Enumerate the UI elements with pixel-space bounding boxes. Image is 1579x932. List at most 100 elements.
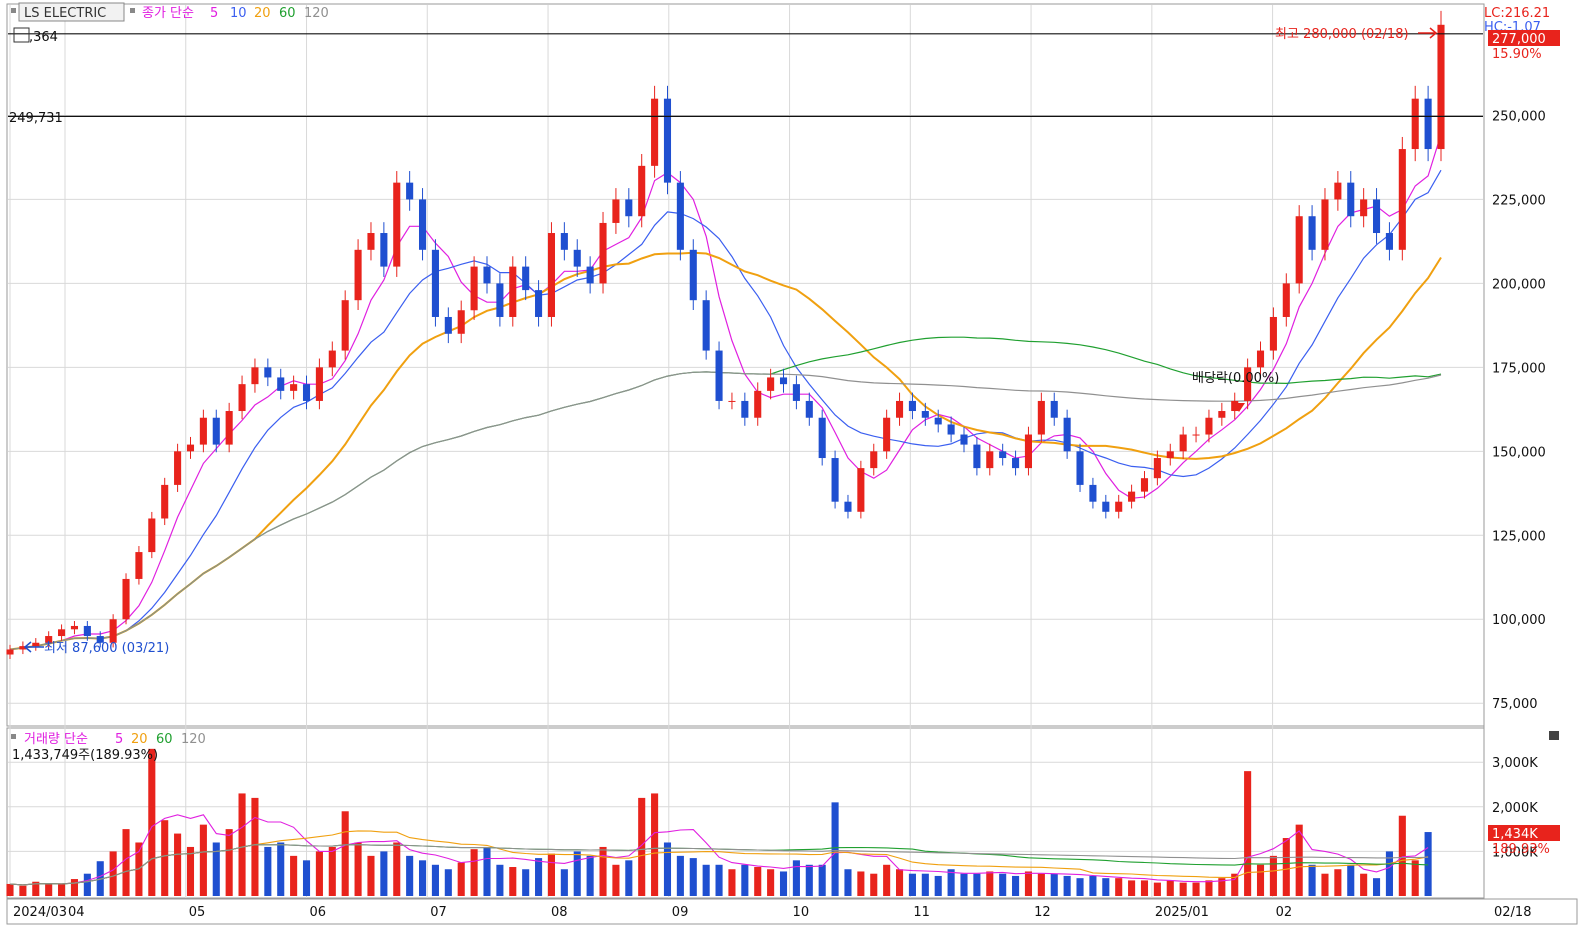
candle: [908, 392, 916, 420]
volume-bar: [960, 873, 968, 896]
volume-moving-averages: [9, 814, 1429, 886]
volume-bar: [522, 869, 530, 896]
candle: [1282, 273, 1290, 327]
candle: [264, 358, 272, 387]
candle: [1437, 10, 1445, 162]
vma5-legend: 5: [115, 732, 123, 747]
volume-bar: [1308, 864, 1316, 896]
volume-bar: [754, 867, 762, 896]
x-axis-month-label: 05: [189, 905, 206, 920]
candle: [496, 273, 504, 327]
volume-bar: [1360, 873, 1368, 896]
calculator-icon[interactable]: [13, 27, 30, 43]
lc-label: LC:216.21: [1484, 6, 1550, 21]
volume-panel-close-icon[interactable]: [1549, 731, 1559, 740]
current-volume-tag: 1,434K: [1492, 827, 1538, 842]
volume-bar: [1063, 875, 1071, 896]
volume-bar: [625, 860, 633, 896]
candle: [1244, 358, 1252, 410]
price-panel[interactable]: [6, 3, 1485, 727]
x-axis-bar: [6, 898, 1578, 925]
candle: [973, 436, 981, 476]
volume-bar: [535, 858, 543, 896]
volume-bar: [1334, 869, 1342, 896]
x-axis-month-label: 02: [1276, 905, 1293, 920]
volume-bar: [290, 855, 298, 896]
candle: [522, 256, 530, 301]
volume-bar: [702, 864, 710, 896]
horizontal-lines: [8, 33, 1483, 117]
volume-bar: [1231, 873, 1239, 896]
volume-bar: [277, 842, 285, 896]
volume-ma120-line: [9, 844, 1429, 886]
price-ma-legend-label: 종가 단순: [142, 6, 194, 21]
candle: [1295, 205, 1303, 294]
candle: [960, 426, 968, 453]
min-price-annotation: 최저 87,600 (03/21): [44, 641, 169, 656]
volume-bar: [444, 869, 452, 896]
volume-bar: [1411, 860, 1419, 896]
ma10-legend: 10: [230, 6, 247, 21]
min-arrow-icon: [23, 641, 44, 653]
x-axis-month-label: 2025/01: [1155, 905, 1209, 920]
volume-bar: [380, 851, 388, 896]
candle: [277, 368, 285, 400]
candle: [225, 402, 233, 453]
candle: [1089, 477, 1097, 509]
candle: [844, 494, 852, 519]
candle: [689, 239, 697, 311]
volume-bar: [328, 846, 336, 896]
stock-name-box[interactable]: [18, 2, 125, 22]
price-axis-tick: 75,000: [1492, 697, 1538, 712]
candle: [212, 409, 220, 453]
candle: [315, 358, 323, 410]
candle: [1115, 494, 1123, 519]
candle: [870, 443, 878, 476]
cursor-value: ,364: [29, 30, 58, 45]
volume-bar: [19, 885, 27, 896]
candle: [702, 290, 710, 360]
volume-bar: [651, 793, 659, 896]
dividend-marker-icon: [1233, 403, 1245, 412]
volume-bar: [1037, 873, 1045, 896]
candle: [560, 222, 568, 261]
volume-bar: [393, 842, 401, 896]
volume-bar: [676, 855, 684, 896]
volume-bar: [225, 829, 233, 896]
candle: [792, 375, 800, 410]
candle: [1360, 188, 1368, 228]
grid-layer: [8, 5, 1483, 898]
x-axis-month-label: 06: [310, 905, 327, 920]
x-axis-month-label: 08: [551, 905, 568, 920]
volume-bar: [264, 846, 272, 896]
volume-bar: [947, 869, 955, 896]
candle: [341, 290, 349, 360]
volume-bar: [96, 861, 104, 896]
candle: [767, 368, 775, 400]
candle: [509, 256, 517, 327]
candle: [1063, 409, 1071, 459]
volume-bar: [1205, 880, 1213, 896]
price-axis-tick: 250,000: [1492, 109, 1546, 124]
volume-bar: [174, 833, 182, 896]
candle: [934, 409, 942, 433]
candle: [663, 85, 672, 195]
candle: [290, 375, 298, 400]
candle: [1424, 85, 1432, 162]
ma10-line: [9, 169, 1442, 651]
volume-bar: [1244, 771, 1252, 896]
volume-bar: [779, 871, 788, 896]
candle: [586, 256, 594, 294]
volume-info: 1,433,749주(189.93%): [12, 748, 158, 763]
candle: [1166, 443, 1174, 466]
volume-bar: [148, 748, 156, 896]
volume-bar: [496, 864, 504, 896]
volume-bar: [341, 811, 349, 896]
volume-bar: [83, 873, 91, 896]
candle: [431, 239, 439, 327]
candle: [715, 341, 723, 410]
volume-bar: [1218, 878, 1226, 896]
candle: [651, 85, 659, 178]
